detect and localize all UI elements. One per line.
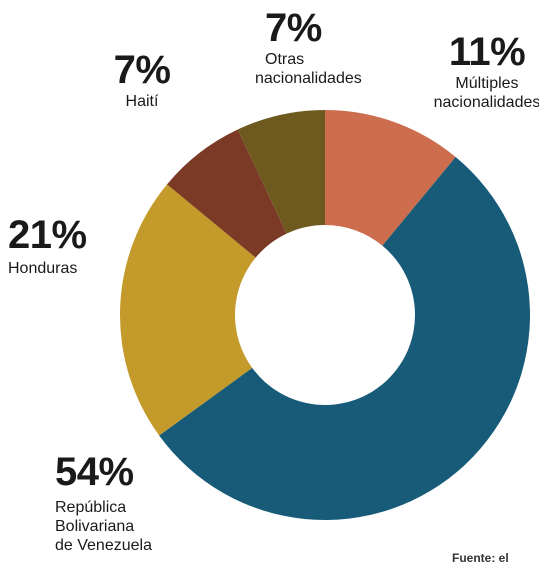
donut-slice-3 (167, 129, 287, 258)
category-label-venezuela-line1: República (55, 499, 127, 516)
donut-slice-4 (237, 110, 325, 234)
value-label-honduras: 21% (8, 213, 87, 257)
source-note: Fuente: el (452, 551, 509, 565)
category-label-venezuela-line2: Bolivariana (55, 518, 135, 535)
label-venezuela: 54% República Bolivariana de Venezuela (55, 452, 215, 555)
category-label-multiples-line1: Múltiples (455, 75, 519, 92)
category-label-honduras: Honduras (8, 260, 78, 277)
value-label-multiples: 11% (448, 30, 526, 74)
value-label-haiti: 7% (113, 48, 171, 92)
value-label-venezuela: 54% (55, 450, 134, 494)
donut-slice-1 (159, 157, 530, 520)
donut-slice-2 (120, 184, 256, 436)
label-haiti: 7% Haití (102, 50, 182, 111)
category-label-otras-line2: nacionalidades (255, 70, 362, 87)
category-label-haiti: Haití (125, 93, 159, 110)
category-label-multiples-line2: nacionalidades (433, 94, 539, 111)
label-multiples-nacionalidades: 11% Múltiples nacionalidades (432, 32, 539, 112)
category-label-venezuela-line3: de Venezuela (55, 537, 152, 554)
donut-slice-0 (325, 110, 456, 246)
value-label-otras: 7% (265, 6, 322, 50)
category-label-otras-line1: Otras (265, 51, 305, 68)
label-honduras: 21% Honduras (8, 215, 108, 278)
label-otras-nacionalidades: 7% Otras nacionalidades (255, 8, 405, 88)
